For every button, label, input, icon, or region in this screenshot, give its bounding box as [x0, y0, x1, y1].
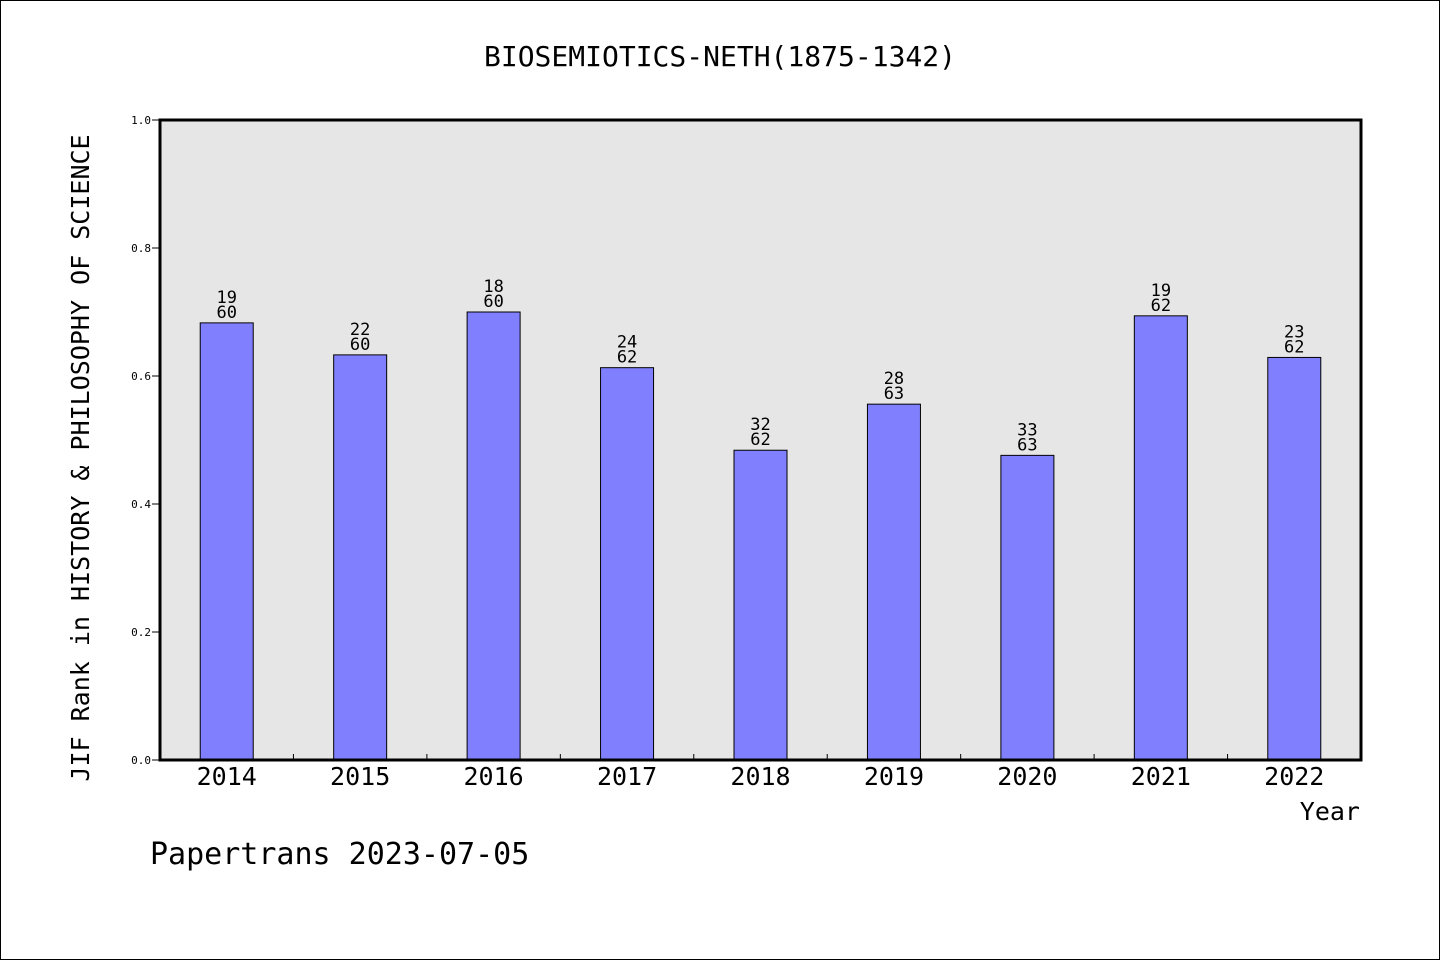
- y-tick-label-0.6: 0.6: [131, 370, 151, 383]
- x-axis: 2014 2015 2016 2017 2018 2019 2020 2021 2022: [197, 754, 1324, 791]
- x-tick-label-2014: 2014: [197, 762, 257, 791]
- bar-label-total-2014: 60: [216, 303, 236, 323]
- bar-label-total-2022: 62: [1284, 337, 1304, 357]
- plot-border: [158, 118, 1363, 762]
- bar-label-total-2015: 60: [350, 335, 370, 355]
- y-axis-label: JIF Rank in HISTORY & PHILOSOPHY OF SCIE…: [66, 134, 95, 781]
- bar-label-rank-2016: 18: [483, 277, 503, 297]
- x-tick-label-2019: 2019: [864, 762, 924, 791]
- y-tick-label-0.8: 0.8: [131, 242, 151, 255]
- x-tick-label-2017: 2017: [597, 762, 657, 791]
- y-tick-label-0.0: 0.0: [131, 754, 151, 767]
- bar-2022: [1267, 356, 1322, 761]
- bar-label-rank-2018: 32: [750, 415, 770, 435]
- bar-label-total-2018: 62: [750, 430, 770, 450]
- x-tick-label-2022: 2022: [1264, 762, 1324, 791]
- bar-2015: [333, 354, 388, 761]
- y-axis: 0.0 0.2 0.4 0.6 0.8 1.0: [131, 114, 160, 767]
- bar-label-total-2019: 63: [884, 384, 904, 404]
- bar-label-total-2021: 62: [1151, 296, 1171, 316]
- y-tick-label-1.0: 1.0: [131, 114, 151, 127]
- y-tick-label-0.2: 0.2: [131, 626, 151, 639]
- x-tick-label-2020: 2020: [997, 762, 1057, 791]
- bar-2021: [1133, 315, 1188, 761]
- x-tick-label-2016: 2016: [464, 762, 524, 791]
- bar-label-total-2020: 63: [1017, 435, 1037, 455]
- bar-label-total-2017: 62: [617, 348, 637, 368]
- bar-2016: [466, 311, 521, 761]
- bar-2014: [199, 322, 254, 761]
- bar-label-total-2016: 60: [483, 292, 503, 312]
- bar-label-rank-2019: 28: [884, 369, 904, 389]
- bar-label-rank-2022: 23: [1284, 322, 1304, 342]
- y-tick-label-0.4: 0.4: [131, 498, 151, 511]
- bar-2020: [1000, 454, 1055, 761]
- footer-credit: Papertrans 2023-07-05: [150, 837, 529, 872]
- bar-2019: [866, 403, 921, 761]
- bar-label-rank-2020: 33: [1017, 420, 1037, 440]
- chart-title: BIOSEMIOTICS-NETH(1875-1342): [484, 40, 956, 73]
- x-tick-label-2018: 2018: [730, 762, 790, 791]
- bar-label-rank-2014: 19: [216, 288, 236, 308]
- bars-group: [199, 311, 1322, 761]
- x-tick-label-2021: 2021: [1131, 762, 1191, 791]
- bar-label-rank-2021: 19: [1151, 281, 1171, 301]
- bar-label-rank-2017: 24: [617, 333, 637, 353]
- x-axis-label: Year: [1300, 797, 1360, 826]
- bar-2018: [733, 449, 788, 761]
- bar-label-rank-2015: 22: [350, 320, 370, 340]
- x-tick-label-2015: 2015: [330, 762, 390, 791]
- bar-2017: [600, 367, 655, 761]
